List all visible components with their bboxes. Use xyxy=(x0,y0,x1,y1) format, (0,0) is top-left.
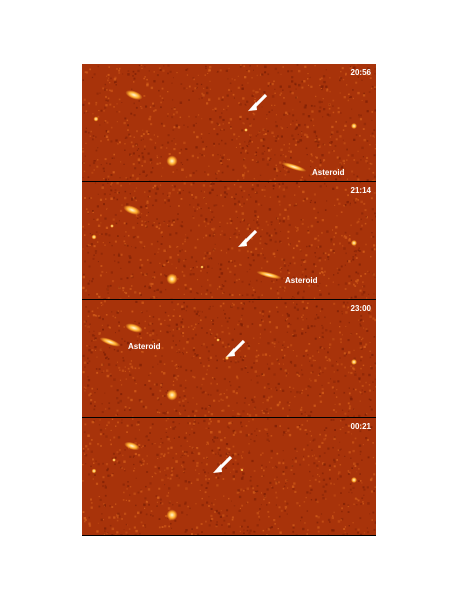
star xyxy=(240,468,244,472)
arrow-icon xyxy=(226,339,246,357)
star xyxy=(351,359,357,365)
star xyxy=(200,265,204,269)
frame-2: 21:14 Asteroid xyxy=(82,182,376,299)
star xyxy=(216,338,220,342)
frame-1-image xyxy=(82,64,376,181)
star xyxy=(91,468,97,474)
frame-4: 00:21 xyxy=(82,418,376,535)
image-sequence: 20:56 Asteroid 21:14 Asteroid xyxy=(82,64,376,536)
star xyxy=(351,123,357,129)
frame-3: 23:00 Asteroid xyxy=(82,300,376,417)
asteroid-label: Asteroid xyxy=(128,342,161,351)
frame-4-image xyxy=(82,418,376,535)
star xyxy=(123,205,141,215)
frame-3-image xyxy=(82,300,376,417)
timestamp: 00:21 xyxy=(350,422,371,431)
arrow-icon xyxy=(213,455,233,473)
star xyxy=(112,458,116,462)
star xyxy=(166,509,178,521)
timestamp: 20:56 xyxy=(350,68,371,77)
star xyxy=(124,441,140,451)
timestamp: 23:00 xyxy=(350,304,371,313)
asteroid-streak xyxy=(281,162,307,172)
star xyxy=(125,323,143,333)
star xyxy=(166,155,178,167)
arrow-icon xyxy=(238,229,258,247)
star xyxy=(166,389,178,401)
star xyxy=(166,273,178,285)
asteroid-label: Asteroid xyxy=(312,168,345,177)
asteroid-label: Asteroid xyxy=(285,276,318,285)
star xyxy=(244,128,248,132)
star xyxy=(91,234,97,240)
asteroid-streak xyxy=(99,337,121,347)
star xyxy=(125,90,143,100)
arrow-icon xyxy=(248,93,268,111)
star xyxy=(351,240,357,246)
asteroid-streak xyxy=(256,270,282,280)
star xyxy=(351,477,357,483)
star xyxy=(110,224,114,228)
star xyxy=(93,116,99,122)
frame-1: 20:56 Asteroid xyxy=(82,64,376,181)
frame-2-image xyxy=(82,182,376,299)
timestamp: 21:14 xyxy=(350,186,371,195)
